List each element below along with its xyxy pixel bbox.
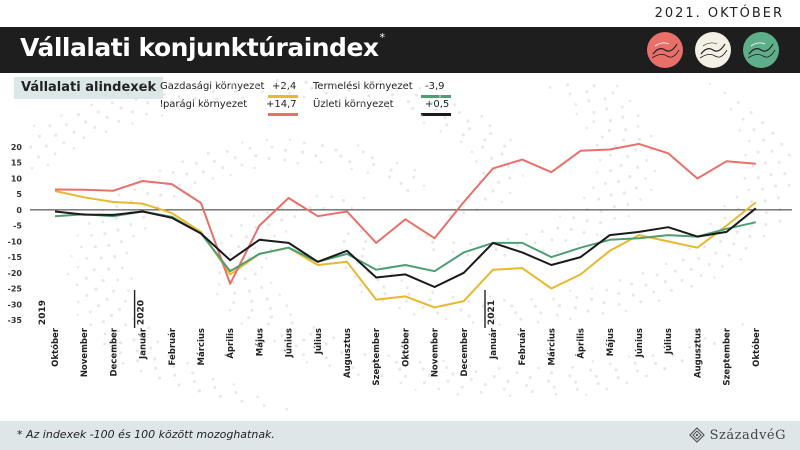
chart-title: Vállalati konjunktúraindex* — [20, 31, 386, 62]
x-tick-label: Október — [400, 327, 411, 367]
x-tick-label: Június — [285, 328, 295, 358]
x-tick-label: Április — [575, 328, 587, 359]
legend-label-iparagi: Iparági környezet — [160, 99, 248, 110]
brand-logo-icon — [688, 427, 705, 443]
x-tick-label: Október — [751, 327, 762, 367]
red-lined-circle-icon — [647, 32, 683, 68]
line-chart: 20 15 10 5 0 -5 -10 -15 -20 -25 -30 -35 2019 2020 2021… — [8, 79, 792, 411]
subtitle: Vállalati alindexek — [14, 77, 164, 99]
x-tick-label: Február — [518, 327, 528, 365]
background-dot-pattern — [29, 79, 791, 411]
series-line-1 — [54, 142, 756, 285]
x-tick-label: Szeptember — [723, 327, 733, 385]
x-tick-label: Március — [197, 328, 207, 365]
y-tick-label: -20 — [8, 269, 23, 278]
y-tick-label: -10 — [8, 237, 23, 246]
x-tick-label: Augusztus — [343, 328, 353, 378]
y-tick-label: 5 — [16, 190, 22, 199]
x-tick-label: Január — [139, 327, 149, 360]
legend-label-gazdasagi: Gazdasági környezet — [160, 81, 265, 92]
x-tick-label: Október — [50, 327, 61, 367]
legend-label-termelesi: Termelési környezet — [313, 81, 413, 92]
x-tick-label: Július — [664, 328, 674, 355]
x-tick-label: Július — [314, 328, 324, 355]
x-tick-label: Május — [255, 328, 265, 356]
series-line-3 — [54, 207, 757, 288]
footer: * Az indexek -100 és 100 között mozoghat… — [0, 421, 800, 450]
y-tick-label: -5 — [13, 222, 22, 231]
x-tick-label: Április — [224, 328, 236, 359]
x-tick-label: Augusztus — [693, 328, 703, 378]
y-tick-label: -25 — [8, 285, 23, 294]
year-label: 2019 — [38, 300, 48, 325]
title-footnote-mark: * — [379, 31, 386, 44]
x-tick-label: Március — [547, 328, 557, 365]
y-tick-label: 0 — [16, 206, 22, 215]
x-tick-label: November — [431, 327, 441, 377]
x-tick-label: Szeptember — [372, 327, 382, 385]
series-line-0 — [54, 190, 757, 309]
x-tick-label: Február — [168, 327, 178, 365]
brand: SzázadvéG — [688, 427, 786, 443]
y-tick-label: 10 — [11, 175, 23, 184]
year-label: 2020 — [137, 300, 147, 325]
x-tick-label: Május — [606, 328, 616, 356]
x-tick-label: Január — [489, 327, 499, 360]
y-tick-label: 20 — [11, 143, 23, 152]
footnote: * Az indexek -100 és 100 között mozoghat… — [17, 428, 275, 441]
green-lined-circle-icon — [743, 32, 779, 68]
y-tick-label: -35 — [8, 316, 23, 325]
legend-line-termelesi — [421, 95, 451, 98]
y-tick-label: -30 — [8, 300, 23, 309]
title-bar: Vállalati konjunktúraindex* — [0, 27, 800, 73]
white-lined-circle-icon — [695, 32, 731, 68]
legend-line-gazdasagi — [268, 95, 298, 98]
y-tick-label: -15 — [8, 253, 23, 262]
year-label: 2021 — [487, 300, 497, 325]
legend-value-termelesi: -3,9 — [425, 81, 445, 92]
legend-line-iparagi — [268, 113, 298, 116]
report-date: 2021. OKTÓBER — [654, 6, 784, 21]
y-tick-label: 15 — [11, 159, 23, 168]
x-tick-label: December — [109, 327, 119, 376]
legend-line-uzleti — [421, 113, 451, 116]
x-tick-label: Június — [635, 328, 645, 358]
x-tick-label: November — [80, 327, 90, 377]
brand-name: SzázadvéG — [709, 427, 786, 443]
legend-value-uzleti: +0,5 — [425, 99, 450, 110]
legend-label-uzleti: Üzleti környezet — [313, 99, 394, 110]
x-tick-label: December — [460, 327, 470, 376]
legend-value-iparagi: +14,7 — [266, 99, 297, 110]
